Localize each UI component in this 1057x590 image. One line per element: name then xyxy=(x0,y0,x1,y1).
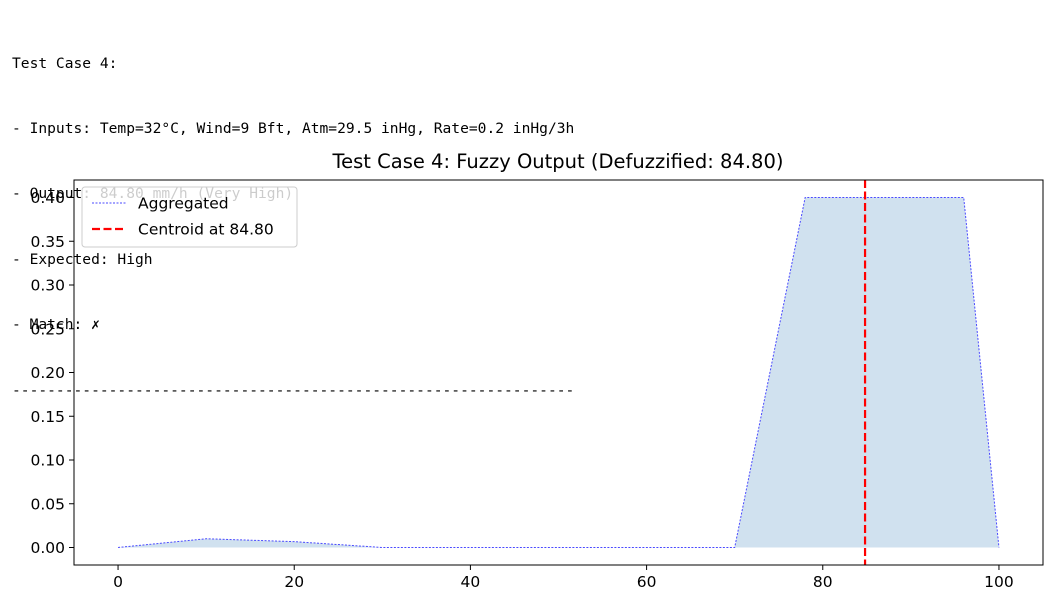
x-tick-label-1: 20 xyxy=(284,573,304,590)
y-tick-label-0: 0.00 xyxy=(30,539,65,557)
legend-box xyxy=(81,186,298,248)
axes: 0 20 40 60 80 100 0.00 0.05 0.10 0.15 0.20 0.25 0.30… xyxy=(30,179,1044,590)
y-tick-label-2: 0.10 xyxy=(30,452,65,470)
console-line-inputs: - Inputs: Temp=32°C, Wind=9 Bft, Atm=29.… xyxy=(12,119,575,137)
y-tick-label-7: 0.35 xyxy=(30,233,65,251)
x-tick-label-5: 100 xyxy=(984,573,1014,590)
console-line-expected: - Expected: High xyxy=(12,250,153,268)
y-tick-label-1: 0.05 xyxy=(30,495,65,513)
y-tick-label-4: 0.20 xyxy=(30,364,65,382)
y-tick-label-6: 0.30 xyxy=(30,277,65,295)
y-tick-label-8: 0.40 xyxy=(30,189,65,207)
legend: Aggregated Centroid at 84.80 xyxy=(81,186,298,248)
x-tick-label-3: 60 xyxy=(637,573,657,590)
legend-label-1: Centroid at 84.80 xyxy=(138,221,274,239)
x-tick-label-4: 80 xyxy=(813,573,833,590)
chart-title: Test Case 4: Fuzzy Output (Defuzzified: … xyxy=(332,150,784,173)
y-tick-label-5: 0.25 xyxy=(30,320,65,338)
y-tick-label-3: 0.15 xyxy=(30,408,65,426)
x-tick-label-2: 40 xyxy=(461,573,481,590)
console-line-title: Test Case 4: xyxy=(12,54,118,72)
console-line-separator: ----------------------------------------… xyxy=(12,381,575,399)
plot-area xyxy=(117,180,1000,565)
legend-label-0: Aggregated xyxy=(138,195,229,213)
series-fill-0 xyxy=(118,197,999,548)
series-line-0 xyxy=(117,197,1000,548)
x-tick-label-0: 0 xyxy=(113,573,123,590)
